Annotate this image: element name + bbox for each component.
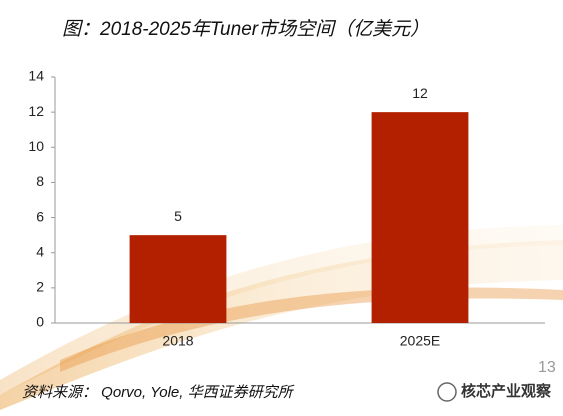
page-number: 13 bbox=[538, 359, 556, 376]
data-label: 5 bbox=[174, 208, 182, 224]
data-label: 12 bbox=[412, 85, 428, 101]
y-tick-label: 6 bbox=[36, 208, 44, 224]
y-tick-label: 2 bbox=[36, 279, 44, 295]
bar bbox=[371, 112, 469, 324]
watermark: 核芯产业观察 bbox=[461, 382, 552, 400]
y-tick-label: 8 bbox=[36, 173, 44, 189]
watermark-icon bbox=[437, 382, 457, 402]
y-tick-label: 0 bbox=[36, 314, 44, 330]
x-tick-label: 2025E bbox=[400, 333, 440, 349]
bar bbox=[129, 235, 227, 323]
source: 资料来源： Qorvo, Yole, 华西证券研究所 bbox=[22, 384, 295, 401]
x-tick-label: 2018 bbox=[162, 333, 193, 349]
chart-title: 图：2018-2025年Tuner市场空间（亿美元） bbox=[62, 18, 429, 40]
plot: 0 2 4 6 8 10 12 14 2018 5 2025E 12 bbox=[28, 68, 469, 349]
y-tick-label: 4 bbox=[36, 243, 44, 259]
y-tick-label: 10 bbox=[28, 138, 44, 154]
y-tick-label: 12 bbox=[28, 103, 44, 119]
y-tick-label: 14 bbox=[28, 68, 44, 84]
